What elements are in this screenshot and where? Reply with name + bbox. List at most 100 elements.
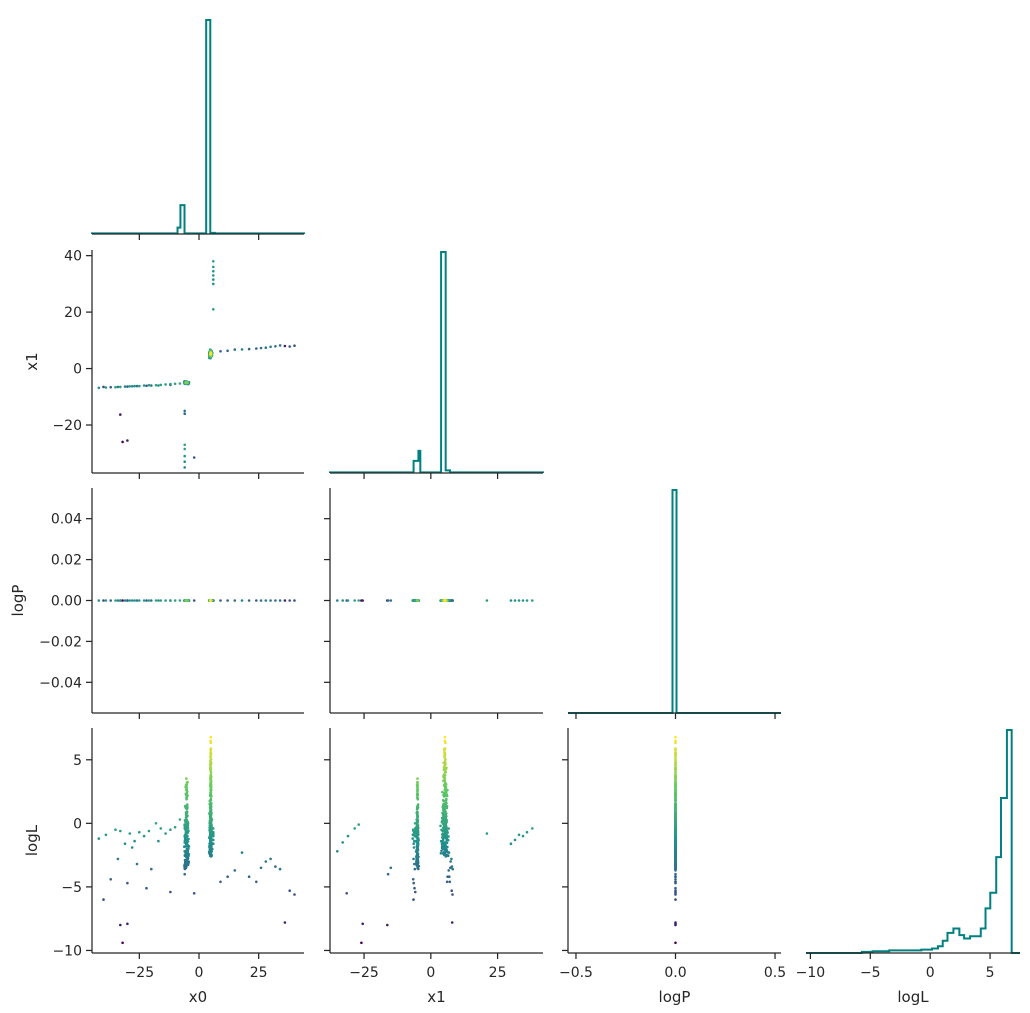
scatter-point: [173, 825, 177, 829]
x-tick-label: −25: [125, 965, 155, 981]
scatter-point: [116, 857, 120, 861]
scatter-point: [116, 599, 120, 602]
scatter-point: [240, 348, 244, 351]
scatter-point: [447, 869, 451, 872]
scatter-point: [448, 880, 452, 884]
scatter-point: [442, 773, 446, 776]
scatter-point: [192, 599, 196, 602]
scatter-point: [212, 269, 215, 273]
scatter-point: [233, 869, 237, 872]
scatter-panel-x0-logP: [97, 599, 296, 602]
scatter-point: [259, 866, 263, 870]
scatter-point: [445, 788, 449, 792]
scatter-point: [443, 739, 447, 743]
scatter-point: [145, 384, 148, 388]
scatter-point: [183, 466, 186, 469]
scatter-point: [411, 599, 415, 602]
histogram-logP: [568, 489, 781, 714]
scatter-point: [509, 599, 513, 602]
scatter-point: [389, 599, 393, 602]
scatter-point: [293, 344, 296, 348]
y-tick-label: −0.02: [39, 634, 82, 650]
scatter-point: [126, 599, 129, 602]
scatter-point: [447, 835, 450, 838]
scatter-point: [283, 921, 287, 924]
scatter-point: [411, 878, 415, 881]
scatter-point: [674, 898, 677, 901]
scatter-point: [97, 386, 101, 390]
scatter-point: [416, 803, 420, 806]
scatter-point: [413, 867, 417, 871]
scatter-point: [123, 385, 127, 388]
scatter-point: [531, 827, 534, 830]
scatter-point: [413, 822, 417, 825]
scatter-point: [414, 890, 417, 894]
scatter-point: [444, 758, 447, 761]
scatter-point: [274, 345, 277, 348]
scatter-point: [185, 381, 188, 385]
scatter-point: [416, 599, 419, 602]
scatter-point: [104, 833, 108, 837]
scatter-point: [130, 599, 134, 602]
scatter-point: [674, 751, 677, 754]
scatter-point: [450, 889, 454, 892]
scatter-point: [443, 841, 447, 844]
scatter-point: [157, 839, 160, 843]
scatter-point: [126, 439, 129, 442]
scatter-point: [413, 862, 416, 866]
scatter-point: [185, 792, 188, 795]
scatter-point: [147, 829, 151, 833]
scatter-point: [186, 780, 189, 784]
scatter-point: [233, 599, 237, 602]
y-tick-label: −10: [52, 943, 82, 959]
scatter-point: [278, 599, 282, 602]
scatter-point: [416, 788, 420, 791]
scatter-point: [209, 751, 213, 754]
scatter-point: [169, 599, 172, 602]
scatter-point: [138, 830, 141, 834]
scatter-point: [357, 599, 361, 602]
scatter-point: [154, 383, 158, 387]
scatter-point: [269, 345, 272, 349]
scatter-point: [183, 460, 186, 464]
scatter-point: [416, 847, 419, 850]
scatter-point: [336, 850, 339, 853]
scatter-point: [353, 827, 357, 830]
scatter-point: [413, 886, 416, 890]
scatter-point: [509, 842, 513, 845]
scatter-point: [341, 599, 345, 602]
scatter-point: [178, 382, 182, 385]
y-tick-label: −0.04: [39, 675, 82, 691]
scatter-point: [157, 599, 160, 602]
scatter-point: [126, 385, 129, 388]
scatter-point: [173, 382, 177, 386]
scatter-point: [346, 834, 350, 838]
scatter-point: [444, 790, 448, 794]
scatter-point: [183, 412, 186, 416]
scatter-point: [448, 875, 451, 878]
y-tick-label: 0.00: [51, 594, 82, 610]
scatter-point: [178, 599, 182, 602]
x-tick-label: 25: [250, 965, 268, 981]
scatter-point: [159, 827, 163, 830]
scatter-point: [439, 852, 443, 855]
scatter-point: [412, 842, 416, 845]
scatter-point: [341, 841, 345, 844]
scatter-point: [183, 454, 186, 458]
scatter-point: [183, 850, 186, 853]
scatter-point: [184, 833, 188, 836]
scatter-point: [114, 599, 117, 602]
scatter-point: [114, 828, 117, 831]
scatter-point: [443, 599, 447, 602]
scatter-point: [121, 599, 124, 602]
scatter-point: [416, 796, 419, 799]
y-tick-label: −5: [61, 880, 82, 896]
scatter-point: [145, 886, 148, 890]
scatter-point: [389, 866, 393, 870]
scatter-point: [259, 346, 263, 350]
scatter-point: [185, 788, 188, 791]
y-axis-label-logP: logP: [9, 585, 27, 617]
scatter-point: [445, 880, 449, 884]
scatter-point: [525, 830, 529, 834]
scatter-point: [513, 599, 517, 602]
